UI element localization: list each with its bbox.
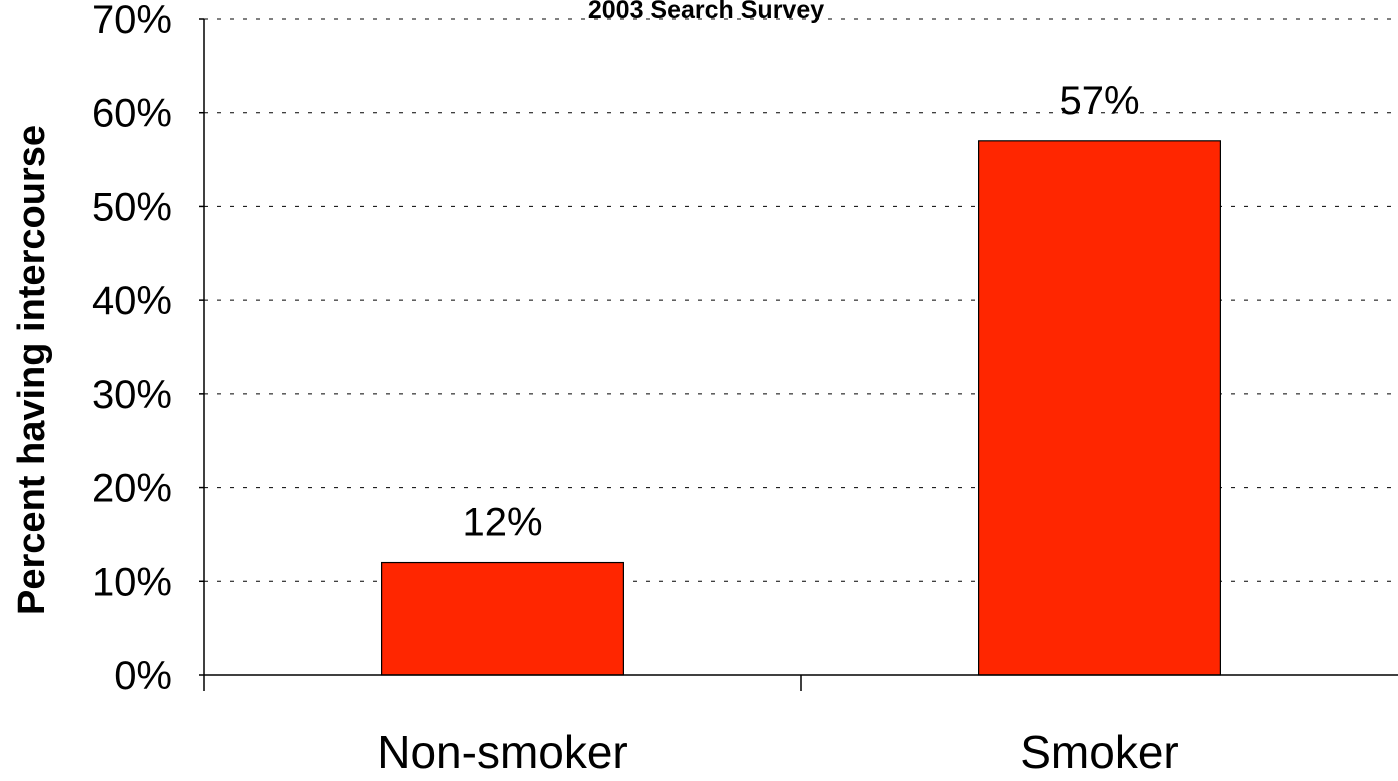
- data-label: 57%: [1059, 79, 1139, 123]
- data-label: 12%: [462, 501, 542, 545]
- y-tick-label: 0%: [114, 654, 172, 698]
- bar-smoker: [978, 140, 1221, 676]
- category-label: Smoker: [1020, 726, 1178, 778]
- y-tick-label: 30%: [92, 373, 172, 417]
- category-labels: Non-smoker Smoker: [377, 726, 1179, 778]
- y-tick-label: 60%: [92, 92, 172, 136]
- chart-title: 2003 Search Survey: [588, 0, 824, 24]
- category-label: Non-smoker: [377, 726, 628, 778]
- bar-non-smoker: [381, 561, 624, 676]
- y-tick-label: 70%: [92, 0, 172, 42]
- y-tick-label: 40%: [92, 279, 172, 323]
- bars: [381, 140, 1221, 676]
- y-axis-title: Percent having intercourse: [11, 125, 53, 615]
- y-tick-label: 10%: [92, 560, 172, 604]
- y-tick-label: 50%: [92, 185, 172, 229]
- y-tick-labels: 0% 10% 20% 30% 40% 50% 60% 70%: [92, 0, 802, 698]
- y-tick-label: 20%: [92, 467, 172, 511]
- data-labels: 12% 57%: [462, 79, 1139, 545]
